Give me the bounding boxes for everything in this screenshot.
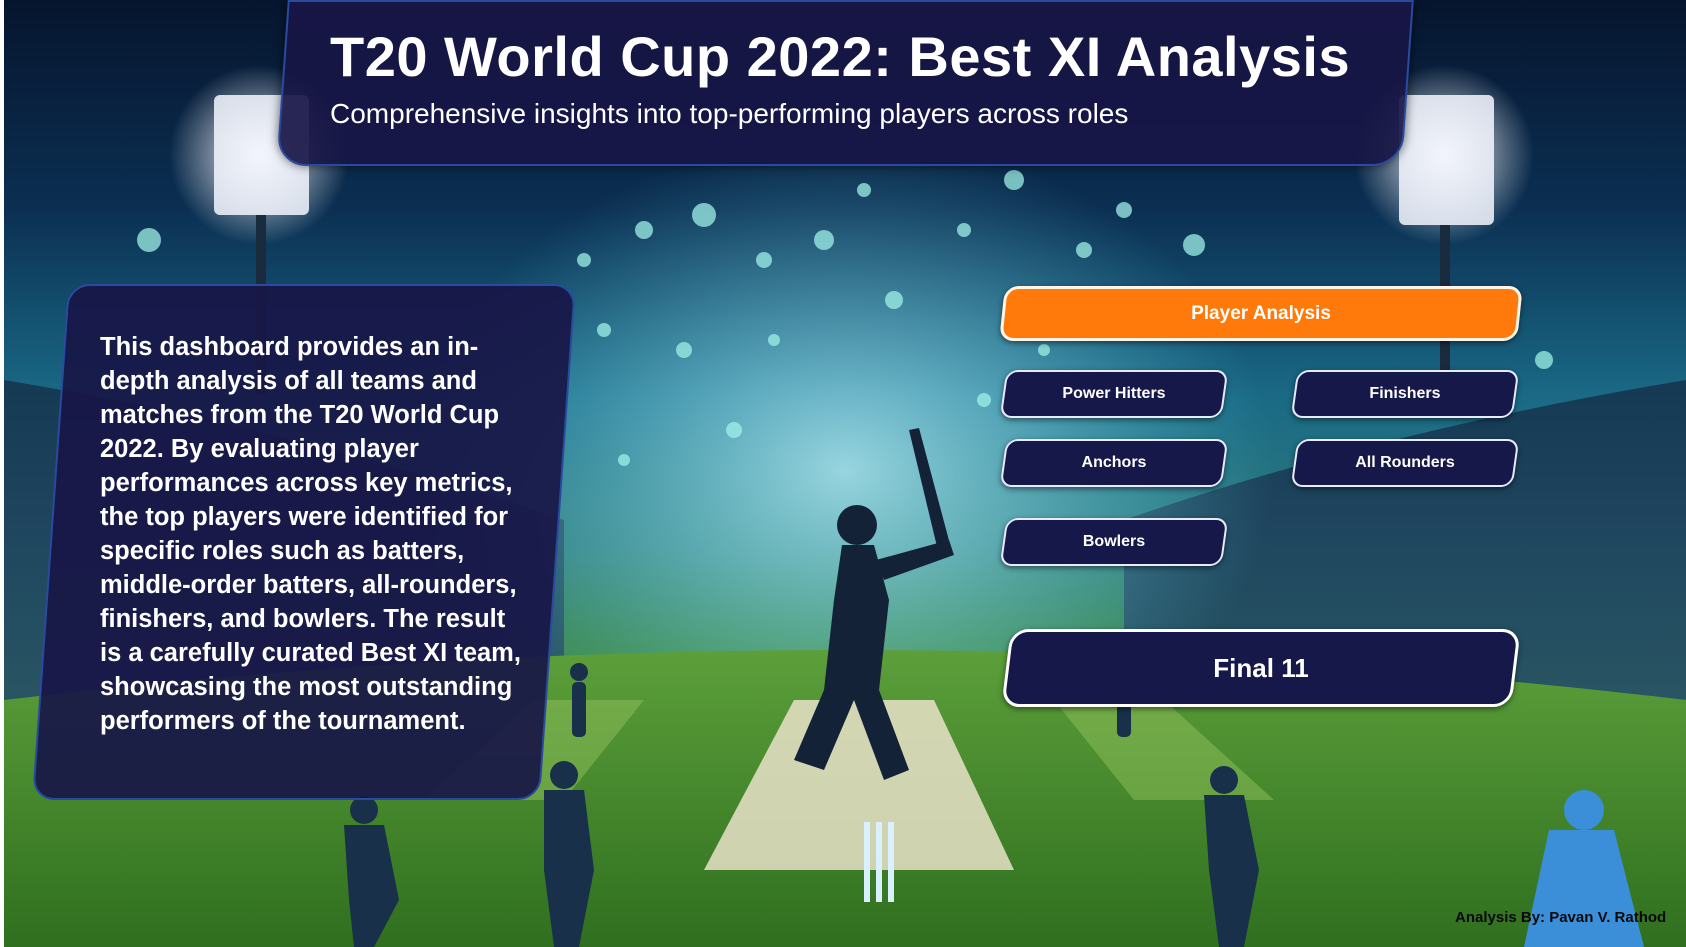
anchors-label: Anchors: [1081, 454, 1147, 471]
bowlers-label: Bowlers: [1082, 533, 1146, 550]
page-subtitle: Comprehensive insights into top-performi…: [330, 98, 1129, 129]
power-hitters-button[interactable]: Power Hitters: [999, 370, 1229, 418]
finishers-label: Finishers: [1369, 385, 1441, 402]
all-rounders-label: All Rounders: [1355, 454, 1455, 471]
bowlers-button[interactable]: Bowlers: [999, 518, 1229, 566]
page-title: T20 World Cup 2022: Best XI Analysis: [330, 25, 1351, 88]
player-analysis-label: Player Analysis: [1191, 302, 1331, 324]
finishers-button[interactable]: Finishers: [1290, 370, 1520, 418]
power-hitters-label: Power Hitters: [1062, 385, 1166, 402]
all-rounders-button[interactable]: All Rounders: [1290, 439, 1520, 487]
dashboard-description: This dashboard provides an in-depth anal…: [100, 333, 521, 735]
final-eleven-button[interactable]: Final 11: [1001, 629, 1521, 707]
anchors-button[interactable]: Anchors: [999, 439, 1229, 487]
final-eleven-label: Final 11: [1213, 652, 1309, 683]
author-credit: Analysis By: Pavan V. Rathod: [1455, 909, 1667, 926]
player-analysis-button[interactable]: Player Analysis: [999, 286, 1523, 341]
